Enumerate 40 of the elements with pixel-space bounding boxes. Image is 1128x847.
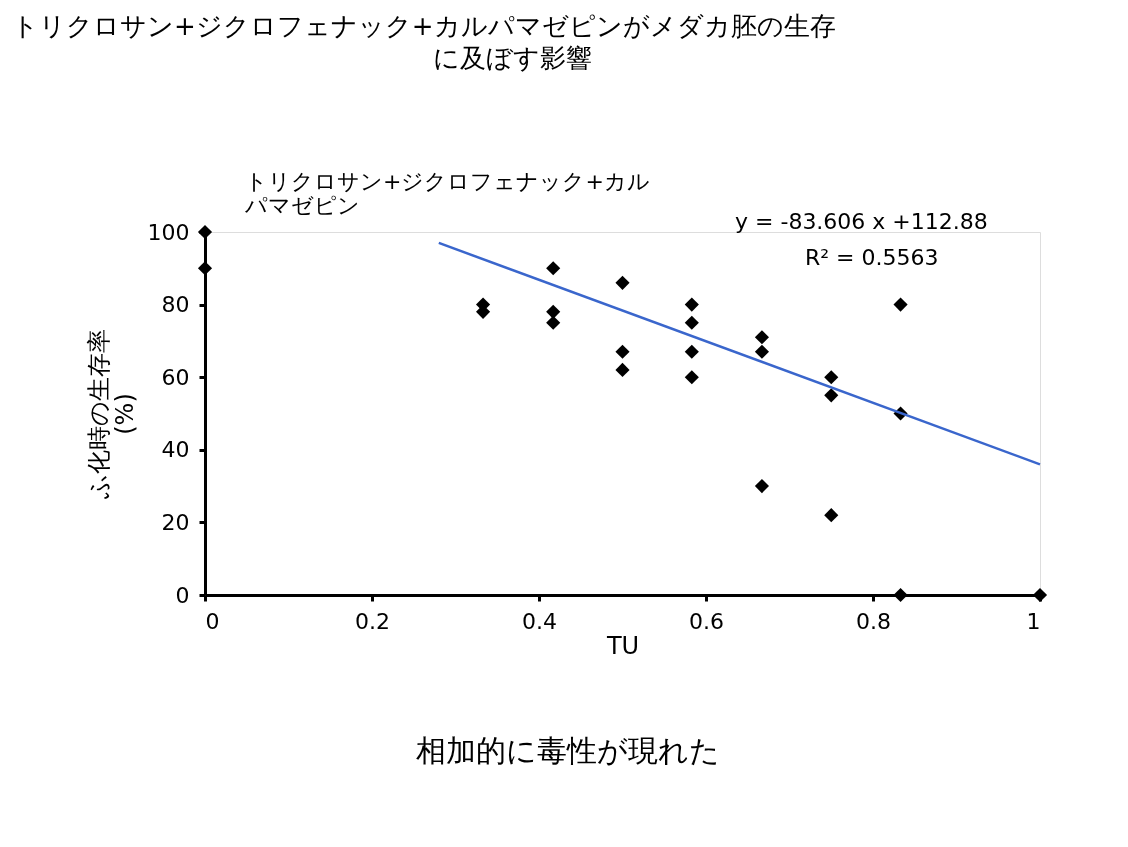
point: [824, 508, 839, 523]
point: [615, 362, 630, 378]
point: [684, 370, 699, 385]
point: [754, 479, 770, 494]
point: [684, 344, 699, 359]
x-tick-label: 0: [205, 608, 220, 634]
y-tick-label: 0: [175, 582, 190, 608]
point: [893, 587, 908, 603]
point: [684, 315, 699, 330]
annotation: R² = 0.5563: [805, 245, 939, 270]
annotation: y = -83.606 x +112.88: [735, 209, 988, 234]
point: [754, 330, 770, 345]
point: [546, 315, 561, 330]
x-tick-label: 0.4: [522, 608, 557, 634]
x-tick-label: 0.6: [689, 608, 724, 634]
point: [684, 297, 699, 312]
point: [546, 304, 561, 319]
x-tick-label: 1: [1026, 608, 1041, 634]
x-axis-title: TU: [605, 631, 640, 660]
point: [546, 261, 561, 276]
y-tick-label: 20: [161, 509, 190, 535]
point: [197, 261, 213, 276]
x-tick-label: 0.8: [856, 608, 891, 634]
point: [1032, 587, 1048, 603]
y-tick-label: 80: [161, 292, 190, 318]
point: [754, 344, 770, 359]
point: [824, 370, 839, 385]
series-label: トリクロサン+ジクロフェナック+カルパマゼピン: [244, 169, 650, 218]
y-tick-label: 60: [161, 364, 190, 390]
point: [197, 224, 213, 240]
y-axis-title: ふ化時の生存率 (%): [84, 329, 139, 500]
point: [893, 297, 908, 312]
y-tick-label: 40: [161, 437, 190, 463]
x-tick-label: 0.2: [355, 608, 390, 634]
y-tick-label: 100: [147, 219, 190, 245]
point: [824, 388, 839, 403]
chart-title: トリクロサン+ジクロフェナック+カルパマゼピンがメダカ胚の生存に及ぼす影響: [12, 11, 836, 73]
point: [615, 344, 630, 359]
point: [615, 275, 630, 290]
text: 相加的に毒性が現れた: [415, 733, 720, 768]
